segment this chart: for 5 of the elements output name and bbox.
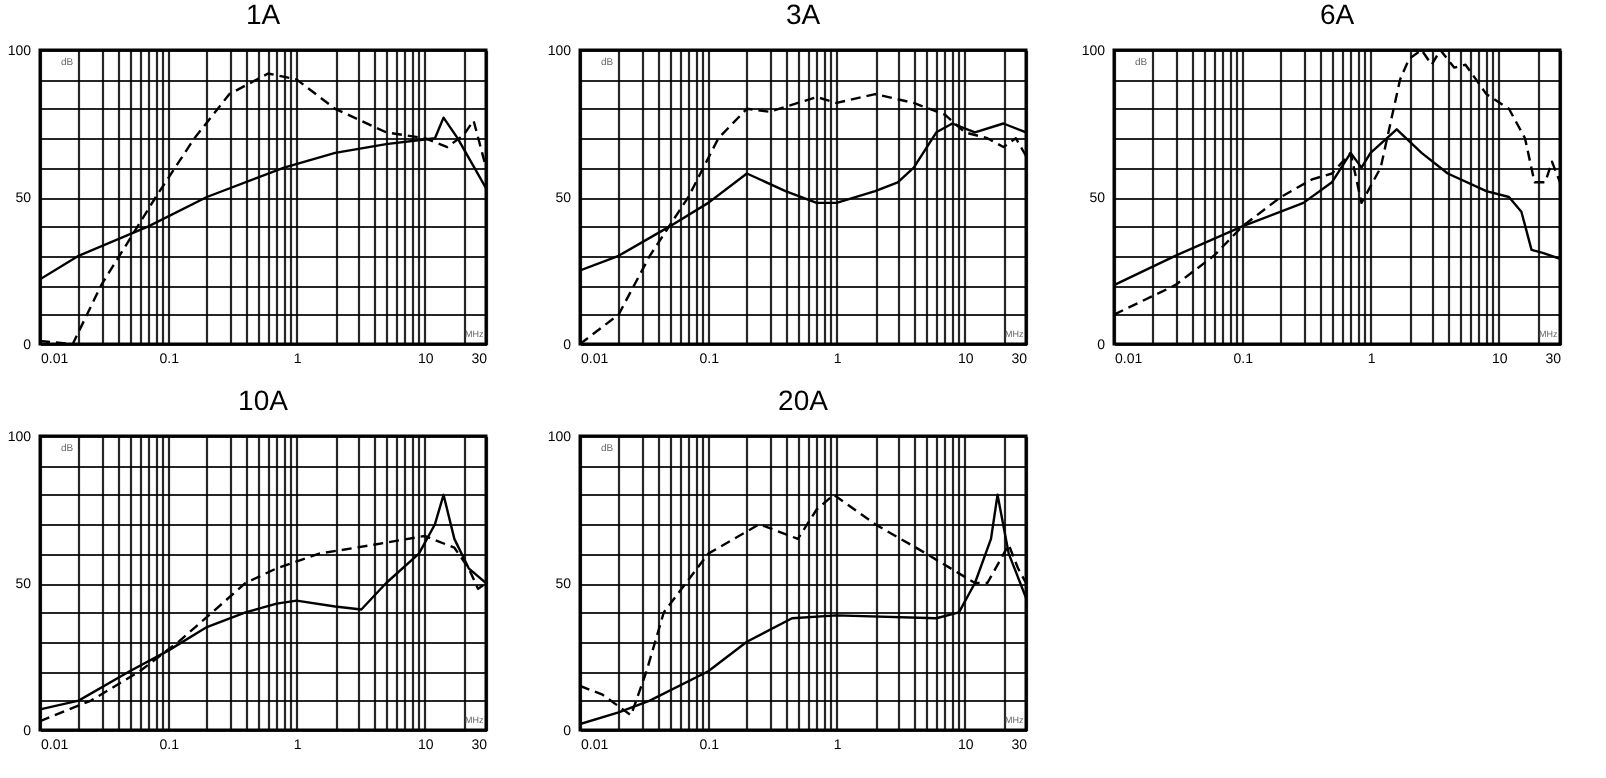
chart-title: 10A — [238, 384, 290, 416]
chart-title: 20A — [778, 384, 830, 416]
chart-title: 1A — [245, 0, 282, 30]
chart-title: 3A — [785, 0, 822, 30]
chart-title: 6A — [1319, 0, 1356, 30]
